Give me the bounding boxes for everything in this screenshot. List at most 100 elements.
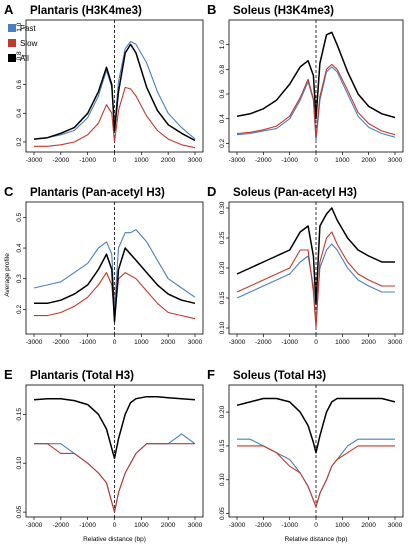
x-tick-label: 0 xyxy=(113,339,117,346)
x-tick-label: -2000 xyxy=(255,522,272,529)
x-tick-label: 1000 xyxy=(134,339,149,346)
x-axis-label: Relative distance (bp) xyxy=(83,536,146,543)
series-line-slow xyxy=(236,63,396,138)
y-tick-label: 1.0 xyxy=(219,40,226,49)
series-line-all xyxy=(236,31,396,120)
x-tick-label: -3000 xyxy=(229,522,246,529)
panel-letter: D xyxy=(207,184,216,199)
y-tick-label: 0.10 xyxy=(219,473,226,486)
x-tick-label: 3000 xyxy=(388,522,403,529)
y-tick-label: 0.20 xyxy=(219,405,226,418)
x-tick-label: -3000 xyxy=(26,157,43,164)
x-tick-label: -1000 xyxy=(79,157,96,164)
y-tick-label: 0.4 xyxy=(219,114,226,123)
legend: Fast Slow All xyxy=(8,24,38,63)
x-tick-label: 3000 xyxy=(188,522,203,529)
series-line-slow xyxy=(236,231,395,329)
panel-title: Soleus (H3K4me3) xyxy=(233,5,334,17)
x-tick-label: -3000 xyxy=(229,157,246,164)
x-tick-label: 0 xyxy=(113,522,117,529)
x-tick-label: -2000 xyxy=(255,339,272,346)
panel-container: A Plantaris (H3K4me3) -3000 -2000 -1000 0 1000… xyxy=(4,2,404,543)
panel-letter: B xyxy=(207,2,216,17)
x-tick-label: 2000 xyxy=(161,339,176,346)
series-line-all xyxy=(236,397,396,454)
x-tick-label: 3000 xyxy=(388,339,403,346)
y-tick-label: 0.15 xyxy=(219,291,226,304)
legend-swatch xyxy=(8,24,16,32)
panel-letter: F xyxy=(207,367,215,382)
series-line-fast xyxy=(33,229,196,310)
panel-letter: A xyxy=(4,2,14,17)
x-tick-label: 1000 xyxy=(335,157,350,164)
x-tick-label: 3000 xyxy=(188,157,203,164)
x-tick-label: -3000 xyxy=(26,522,43,529)
panel-title: Plantaris (Total H3) xyxy=(30,370,134,382)
y-tick-label: 0.3 xyxy=(16,274,23,283)
x-tick-label: -1000 xyxy=(79,522,96,529)
y-tick-label: 0.10 xyxy=(219,321,226,334)
y-tick-label: 0.15 xyxy=(16,408,23,421)
y-tick-label: 0.8 xyxy=(219,64,226,73)
y-tick-label: 0.2 xyxy=(219,138,226,147)
x-tick-label: -2000 xyxy=(255,157,272,164)
panel-B: B Soleus (H3K4me3) -3000 -2000 -1000 0 1000 200… xyxy=(207,2,404,164)
x-tick-label: 2000 xyxy=(161,157,176,164)
y-tick-label: 1.0 xyxy=(16,22,23,31)
x-tick-label: 2000 xyxy=(361,157,376,164)
panel-letter: E xyxy=(4,367,13,382)
panel-title: Soleus (Total H3) xyxy=(233,370,326,382)
x-axis-label: Relative distance (bp) xyxy=(285,536,348,543)
legend-swatch xyxy=(8,54,16,62)
x-tick-label: 1000 xyxy=(134,157,149,164)
panel-title: Plantaris (H3K4me3) xyxy=(30,5,142,17)
x-tick-label: 2000 xyxy=(361,339,376,346)
y-tick-label: 0.8 xyxy=(16,51,23,60)
x-tick-label: -1000 xyxy=(281,339,298,346)
x-tick-label: -3000 xyxy=(229,339,246,346)
series-line-slow xyxy=(34,443,195,513)
x-tick-label: -1000 xyxy=(79,339,96,346)
y-tick-label: 0.4 xyxy=(16,243,23,252)
series-line-all xyxy=(33,43,196,142)
x-tick-label: 1000 xyxy=(134,522,149,529)
panel-F: F Soleus (Total H3) -3000 -2000 -1000 0 1000 20… xyxy=(207,367,404,543)
y-tick-label: 0.05 xyxy=(219,507,226,520)
x-tick-label: 1000 xyxy=(335,339,350,346)
x-tick-label: -2000 xyxy=(53,157,70,164)
series-line-slow xyxy=(237,445,395,508)
x-tick-label: -1000 xyxy=(281,157,298,164)
x-tick-label: 0 xyxy=(113,157,117,164)
y-tick-label: 0.05 xyxy=(16,505,23,518)
y-tick-label: 0.30 xyxy=(219,201,226,214)
x-tick-label: 0 xyxy=(314,522,318,529)
x-tick-label: 3000 xyxy=(188,339,203,346)
x-tick-label: -1000 xyxy=(281,522,298,529)
panel-letter: C xyxy=(4,184,14,199)
y-tick-label: 0.6 xyxy=(219,89,226,98)
series-line-all xyxy=(34,247,196,323)
panel-title: Plantaris (Pan-acetyl H3) xyxy=(30,187,165,199)
x-tick-label: -2000 xyxy=(53,522,70,529)
x-tick-label: -2000 xyxy=(53,339,70,346)
y-tick-label: 0.2 xyxy=(16,137,23,146)
y-tick-label: 0.6 xyxy=(16,80,23,89)
series-line-slow xyxy=(34,86,196,149)
x-tick-label: 3000 xyxy=(388,157,403,164)
panel-C: C Plantaris (Pan-acetyl H3) -3000 -2000 -100… xyxy=(4,184,204,346)
legend-label: Fast xyxy=(20,24,36,33)
x-tick-label: 0 xyxy=(314,339,318,346)
y-tick-label: 0.2 xyxy=(16,305,23,314)
y-tick-label: 0.10 xyxy=(16,457,23,470)
panel-D: D Soleus (Pan-acetyl H3) -3000 -2000 -1000 0 1… xyxy=(207,184,404,346)
x-tick-label: 2000 xyxy=(361,522,376,529)
series-line-all xyxy=(236,207,395,305)
x-tick-label: 1000 xyxy=(335,522,350,529)
series-line-all xyxy=(33,395,196,460)
panel-title: Soleus (Pan-acetyl H3) xyxy=(233,187,357,199)
x-tick-label: -3000 xyxy=(26,339,43,346)
y-tick-label: 0.25 xyxy=(219,231,226,244)
y-tick-label: 0.15 xyxy=(219,439,226,452)
x-tick-label: 2000 xyxy=(161,522,176,529)
